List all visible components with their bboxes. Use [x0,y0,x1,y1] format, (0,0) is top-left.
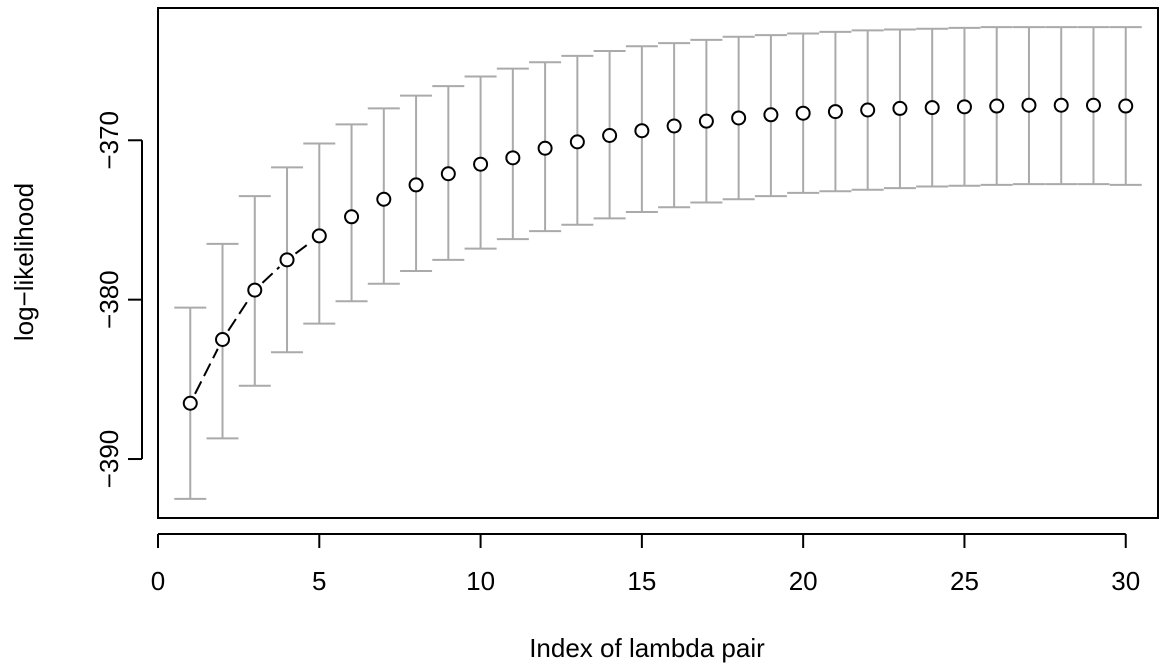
connector-segment [294,241,312,255]
data-point [1118,98,1134,114]
data-point [569,134,585,150]
connector-segment [227,298,250,332]
plot-frame [157,7,1159,519]
x-axis: 0 5 10 15 20 25 30 [151,533,1140,596]
data-point [602,128,618,143]
y-tick-label: −390 [94,430,124,489]
data-point [376,191,392,207]
y-tick-label: −380 [94,270,124,329]
y-tick-label: −370 [94,111,124,170]
x-tick-label: 25 [950,566,979,596]
data-point [698,113,714,129]
connector-lines [194,241,312,395]
data-point [892,100,908,116]
data-point [795,105,811,121]
data-point [1053,97,1069,113]
connector-segment [261,266,281,284]
data-point [215,332,231,347]
data-point [634,123,650,139]
data-point [731,110,747,126]
data-point [1021,97,1037,113]
data-point [666,118,682,134]
data-point [763,107,779,123]
x-axis-title: Index of lambda pair [529,633,765,663]
y-axis-title: log−likelihood [9,183,39,341]
connector-segment [194,348,219,395]
data-point [473,156,489,172]
data-points [182,97,1134,411]
x-tick-label: 15 [627,566,656,596]
x-tick-label: 5 [312,566,326,596]
x-tick-label: 0 [151,566,165,596]
y-axis: −370 −380 −390 [94,111,143,489]
data-point [247,282,263,298]
data-point [408,177,424,193]
x-tick-label: 20 [789,566,818,596]
data-point [537,140,553,156]
data-point [860,102,876,118]
data-point [505,150,521,166]
x-tick-label: 10 [466,566,495,596]
data-point [956,99,972,115]
data-point [182,395,198,411]
data-point [440,166,456,182]
data-point [924,100,940,116]
data-point [344,209,360,225]
x-tick-label: 30 [1111,566,1140,596]
data-point [989,98,1005,114]
data-point [311,228,327,244]
data-point [1085,97,1101,113]
data-point [827,104,843,120]
plot-border [157,7,1159,519]
error-bars [174,26,1142,500]
data-point [279,252,295,268]
